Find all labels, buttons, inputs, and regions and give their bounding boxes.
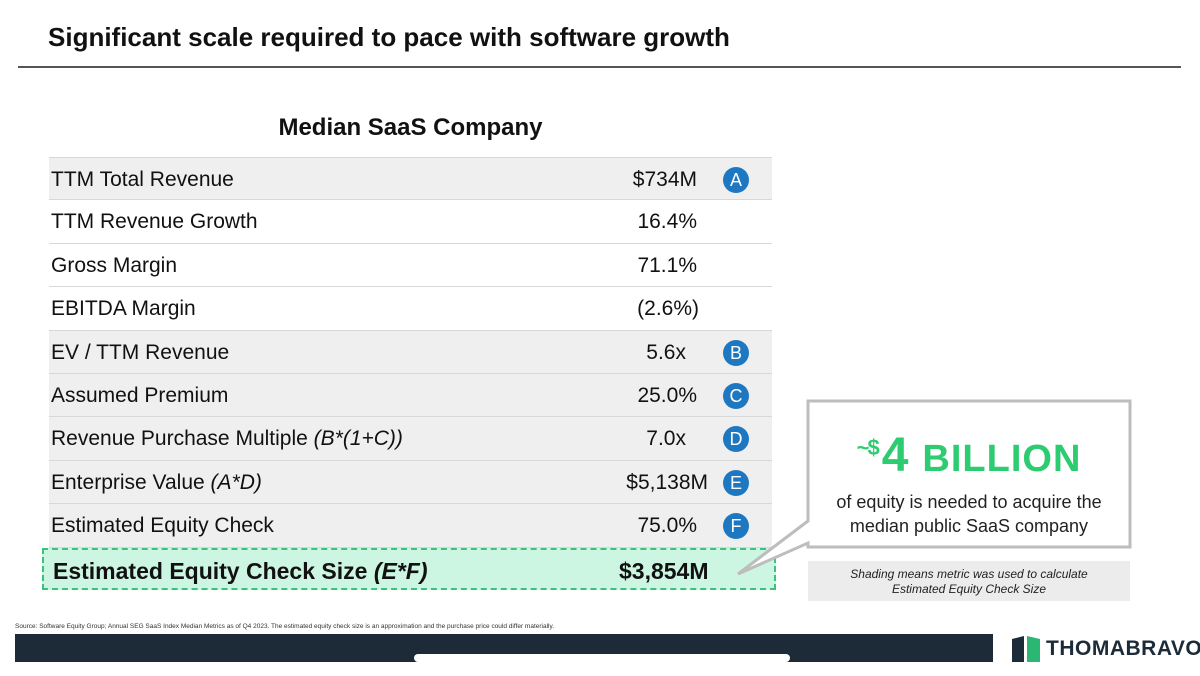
total-value: $3,854M bbox=[619, 558, 709, 584]
row-label-text: Revenue Purchase Multiple bbox=[51, 427, 308, 451]
row-value: 7.0x bbox=[646, 427, 686, 451]
company-logo-text: THOMABRAVO bbox=[1046, 637, 1200, 660]
table-row: EBITDA Margin (2.6%) bbox=[49, 287, 772, 331]
row-value: $5,138M bbox=[626, 470, 708, 494]
row-label: TTM Total Revenue bbox=[51, 168, 234, 191]
total-label-text: Estimated Equity Check Size bbox=[53, 558, 368, 584]
row-value: (2.6%) bbox=[637, 297, 699, 321]
row-label: EBITDA Margin bbox=[51, 297, 196, 321]
table-row: TTM Revenue Growth 16.4% bbox=[49, 200, 772, 244]
row-label: Estimated Equity Check bbox=[51, 514, 274, 538]
callout-headline: ~$4 BILLION bbox=[808, 428, 1130, 483]
row-value: 71.1% bbox=[637, 253, 697, 277]
badge-f-icon: F bbox=[723, 513, 749, 540]
table-row: Assumed Premium 25.0% C bbox=[49, 373, 772, 418]
table-row: Revenue Purchase Multiple (B*(1+C)) 7.0x… bbox=[49, 417, 772, 461]
badge-a-icon: A bbox=[723, 167, 749, 193]
table-row: Gross Margin 71.1% bbox=[49, 244, 772, 288]
row-label: Enterprise Value (A*D) bbox=[51, 471, 262, 495]
shading-note: Shading means metric was used to calcula… bbox=[808, 561, 1130, 601]
badge-e-icon: E bbox=[723, 469, 749, 496]
total-label: Estimated Equity Check Size (E*F) bbox=[53, 558, 428, 585]
row-label: Assumed Premium bbox=[51, 383, 229, 407]
callout-dollar: $ bbox=[867, 435, 880, 460]
row-value: 5.6x bbox=[646, 340, 686, 364]
table-title: Median SaaS Company bbox=[278, 114, 543, 141]
row-label: TTM Revenue Growth bbox=[51, 210, 258, 234]
row-label-text: Enterprise Value bbox=[51, 470, 205, 494]
badge-c-icon: C bbox=[723, 382, 749, 409]
callout-unit: BILLION bbox=[922, 438, 1082, 480]
row-value: 16.4% bbox=[637, 210, 697, 234]
callout-text-line: of equity is needed to acquire the bbox=[836, 492, 1102, 512]
callout-text-line: median public SaaS company bbox=[849, 516, 1089, 536]
row-label: Gross Margin bbox=[51, 253, 178, 277]
source-footnote: Source: Software Equity Group; Annual SE… bbox=[15, 623, 555, 630]
title-divider bbox=[18, 66, 1181, 68]
row-label: Revenue Purchase Multiple (B*(1+C)) bbox=[51, 427, 403, 451]
note-line: Estimated Equity Check Size bbox=[891, 582, 1047, 596]
table-row: TTM Total Revenue $734M A bbox=[49, 157, 772, 201]
badge-b-icon: B bbox=[723, 339, 749, 366]
badge-d-icon: D bbox=[723, 426, 749, 453]
callout-tilde: ~ bbox=[856, 435, 870, 460]
total-formula: (E*F) bbox=[373, 558, 428, 584]
table-row: Estimated Equity Check 75.0% F bbox=[49, 504, 772, 548]
thomabravo-logo-icon bbox=[1012, 636, 1040, 662]
total-row-highlight: Estimated Equity Check Size (E*F) $3,854… bbox=[42, 548, 776, 590]
row-value: $734M bbox=[632, 168, 697, 191]
row-value: 25.0% bbox=[637, 383, 697, 407]
table-row: Enterprise Value (A*D) $5,138M E bbox=[49, 460, 772, 505]
metrics-table: TTM Total Revenue $734M A TTM Revenue Gr… bbox=[49, 157, 772, 548]
callout-outline bbox=[737, 399, 1132, 576]
note-line: Shading means metric was used to calcula… bbox=[850, 567, 1088, 581]
row-formula: (B*(1+C)) bbox=[313, 427, 403, 451]
callout-text: of equity is needed to acquire the media… bbox=[808, 490, 1130, 538]
callout-amount: 4 bbox=[881, 429, 909, 482]
row-formula: (A*D) bbox=[210, 470, 262, 494]
page-title: Significant scale required to pace with … bbox=[48, 22, 730, 52]
row-label: EV / TTM Revenue bbox=[51, 340, 230, 364]
home-indicator[interactable] bbox=[414, 654, 790, 662]
row-value: 75.0% bbox=[637, 514, 697, 538]
table-row: EV / TTM Revenue 5.6x B bbox=[49, 330, 772, 374]
